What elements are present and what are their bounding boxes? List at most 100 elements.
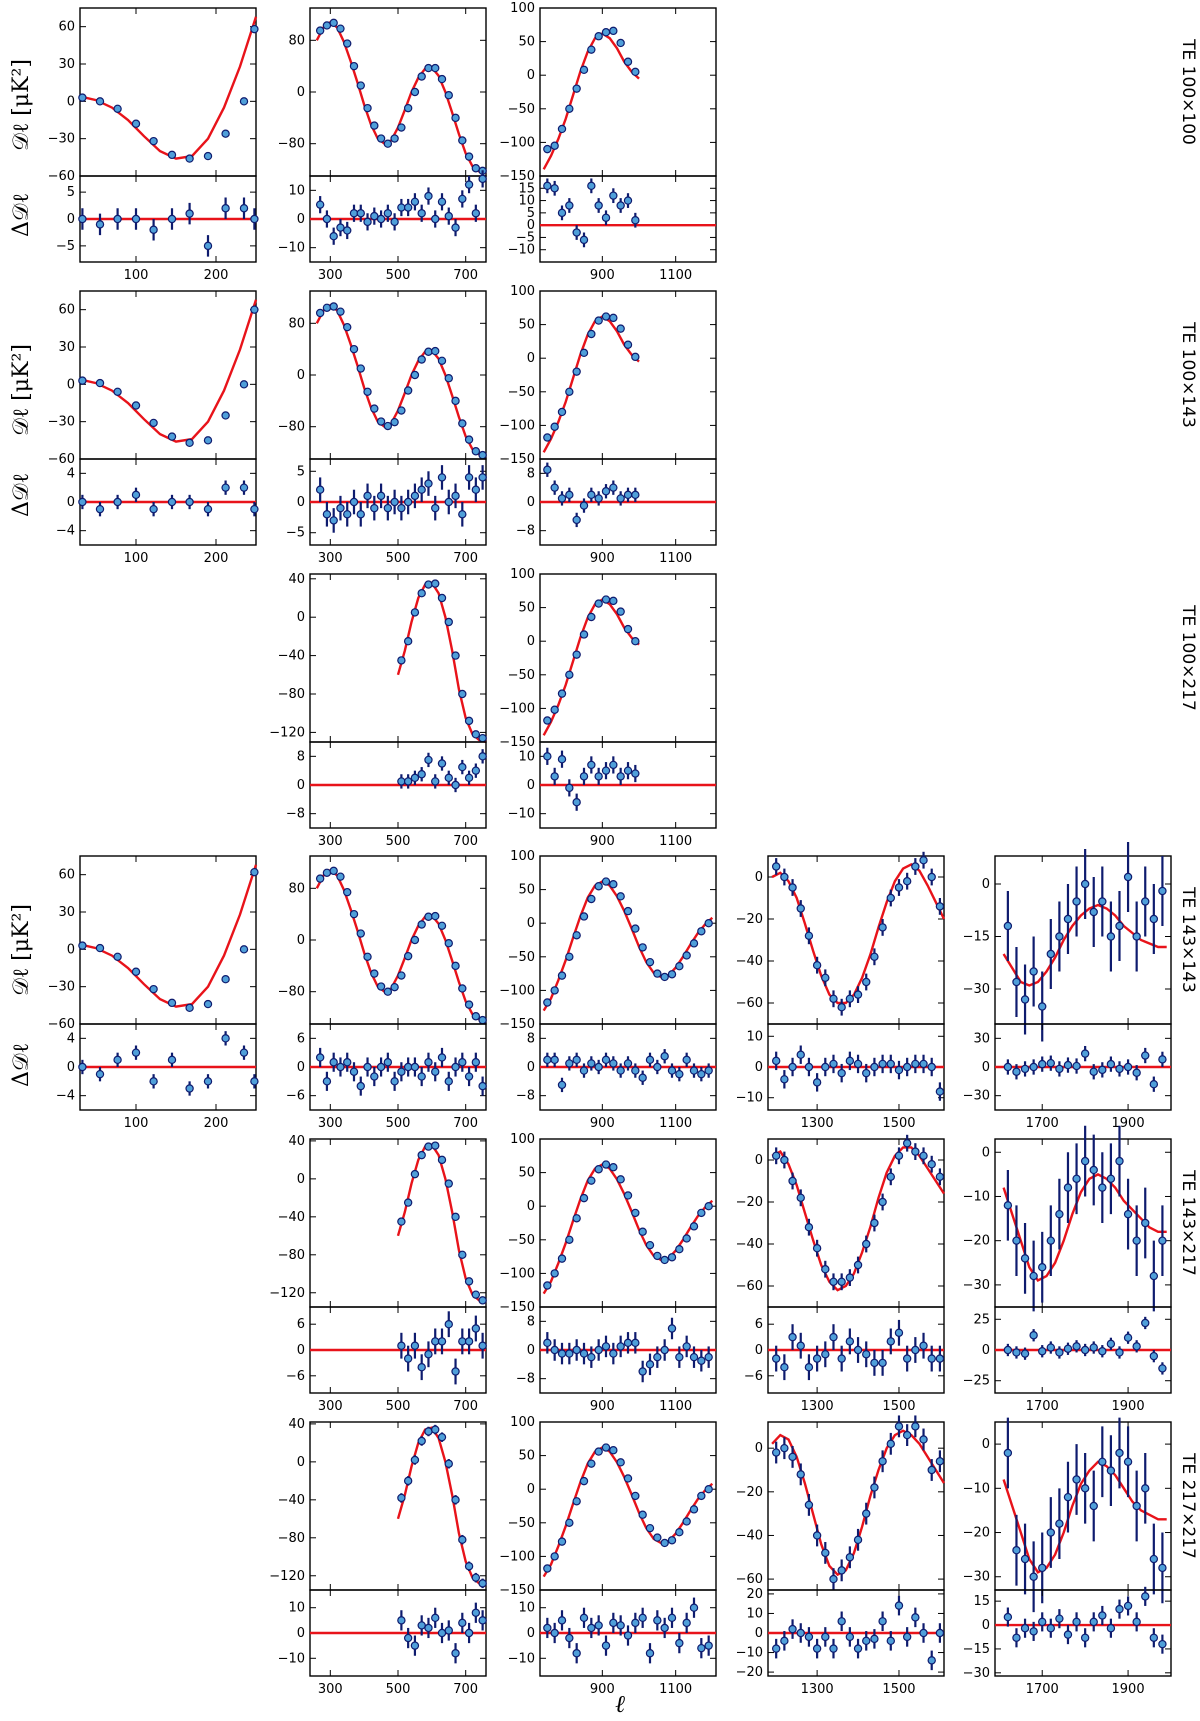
data-point (113, 387, 122, 396)
y-tick-label: 60 (58, 868, 75, 883)
data-point (543, 998, 552, 1007)
x-tick-label: 500 (386, 1682, 411, 1697)
resid-point (616, 1066, 625, 1075)
data-point (870, 1483, 879, 1492)
main-axes: −60 −40 −20 0 (736, 1421, 945, 1591)
data-point (1123, 872, 1133, 882)
resid-point (689, 1066, 699, 1075)
x-tick-label: 900 (590, 1116, 615, 1131)
resid-point (853, 1345, 863, 1355)
resid-point (616, 1342, 625, 1351)
data-point (221, 975, 230, 984)
data-point (471, 447, 481, 456)
y-tick-label: 0 (755, 870, 763, 885)
data-point (424, 1142, 433, 1151)
data-point (451, 651, 460, 660)
model-curve (315, 20, 487, 174)
y-tick-label: 5 (297, 464, 305, 479)
resid-point (557, 755, 567, 764)
resid-point (919, 1628, 928, 1638)
y-tick-label: −10 (963, 1189, 990, 1204)
data-point (1080, 1156, 1090, 1166)
data-point (550, 986, 559, 995)
resid-point (667, 1324, 677, 1333)
resid-point (870, 1062, 879, 1072)
resid-point (601, 1342, 611, 1351)
data-point (343, 39, 352, 48)
resid-point (572, 1649, 581, 1658)
x-tick-label: 900 (590, 834, 615, 849)
data-point (458, 136, 467, 145)
resid-point (322, 214, 332, 224)
resid-point (149, 225, 158, 234)
data-point (349, 909, 359, 919)
resid-point (682, 1055, 691, 1065)
resid-point (543, 1623, 552, 1633)
data-point (837, 1277, 846, 1287)
resid-point (376, 491, 386, 501)
model-curve (396, 1426, 487, 1587)
resid-point (594, 201, 603, 210)
resid-point (638, 1073, 647, 1082)
row-label: TE 217×217 (1178, 1452, 1198, 1559)
data-point (886, 893, 895, 903)
data-point (329, 866, 338, 876)
resid-point (370, 503, 379, 513)
resid-point (837, 1354, 846, 1363)
data-point (1012, 1236, 1021, 1245)
resid-point (927, 1656, 936, 1665)
resid-point (167, 497, 177, 507)
data-point (804, 1222, 814, 1232)
resid-point (417, 485, 426, 494)
resid-point (853, 1059, 863, 1069)
data-point (862, 1509, 871, 1518)
y-tick-label: −50 (508, 950, 535, 965)
data-point (464, 435, 474, 444)
x-tick-label: 700 (453, 1399, 478, 1414)
data-point (1106, 1466, 1116, 1475)
data-point (363, 103, 372, 113)
data-point (239, 97, 249, 106)
data-point (185, 438, 194, 448)
y-tick-label: 50 (518, 883, 535, 898)
data-point (675, 962, 684, 971)
model-curve (771, 1429, 946, 1577)
resid-point (185, 1084, 194, 1093)
resid-point (1046, 1058, 1056, 1068)
resid-point (1141, 1318, 1150, 1328)
main-axes: −120 −80 −40 0 40 (269, 1134, 487, 1308)
data-point (845, 1273, 855, 1282)
data-point (221, 129, 230, 138)
data-point (579, 348, 589, 358)
y-tick-label: 0 (527, 1060, 535, 1075)
resid-point (550, 1345, 559, 1355)
resid-point (444, 211, 453, 221)
data-point (894, 1422, 904, 1431)
y-tick-label: 0 (297, 1060, 305, 1075)
resid-point (572, 798, 581, 807)
resid-point (1089, 1067, 1098, 1076)
data-point (437, 1155, 447, 1165)
resid-point (464, 773, 474, 783)
data-point (1123, 1209, 1133, 1219)
data-point (78, 941, 87, 950)
resid-point (95, 220, 105, 229)
y-tick-label: 0 (527, 495, 535, 510)
resid-point (780, 1075, 789, 1084)
y-tick-label: −150 (499, 1300, 535, 1315)
data-point (837, 1566, 846, 1575)
data-point (431, 346, 440, 356)
resid-point (927, 1354, 936, 1363)
resid-point (853, 1644, 863, 1653)
resid-point (471, 485, 481, 494)
y-tick-label: −80 (278, 985, 305, 1000)
model-curve (396, 1143, 487, 1304)
resid-point (458, 1337, 467, 1346)
data-point (587, 612, 596, 622)
data-point (403, 1476, 413, 1486)
data-point (682, 951, 691, 960)
x-tick-label: 1900 (1112, 1682, 1145, 1697)
data-point (1089, 1165, 1098, 1175)
y-tick-label: −120 (269, 1569, 305, 1584)
data-point (451, 113, 460, 123)
